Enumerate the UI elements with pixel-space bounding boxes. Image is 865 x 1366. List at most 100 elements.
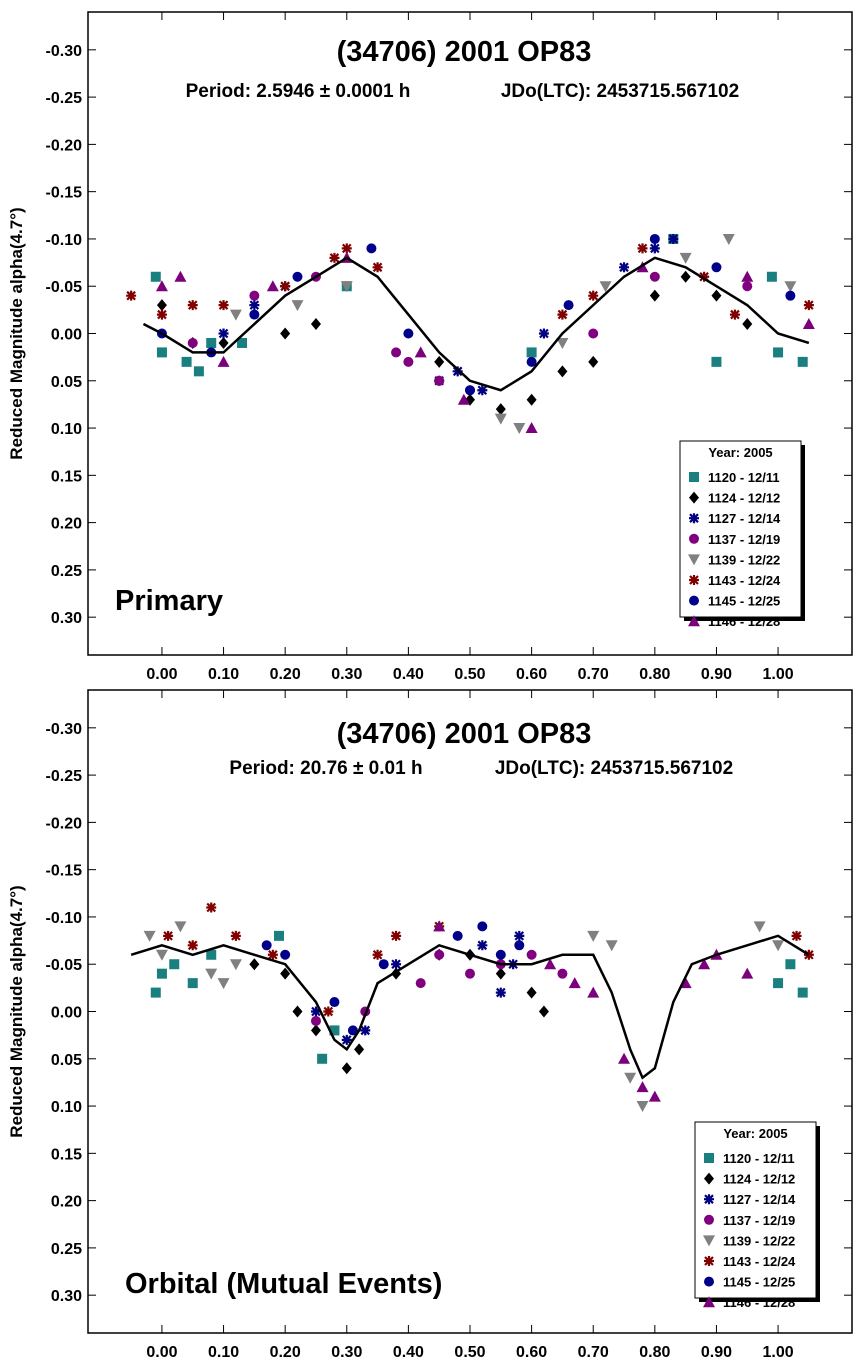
x-tick-label: 0.70: [578, 1344, 609, 1361]
chart-title: (34706) 2001 OP83: [337, 36, 592, 68]
marker-circle: [495, 949, 506, 960]
marker-asterisk: [538, 328, 549, 339]
x-tick-label: 0.90: [701, 1344, 732, 1361]
y-tick-label: 0.15: [51, 468, 82, 485]
marker-asterisk: [218, 328, 229, 339]
y-tick-label: -0.05: [46, 957, 83, 974]
y-tick-label: 0.25: [51, 1241, 82, 1258]
marker-asterisk: [619, 262, 630, 273]
marker-circle: [557, 968, 568, 979]
marker-triangle: [605, 940, 618, 952]
marker-triangle: [457, 393, 470, 405]
marker-triangle: [698, 958, 711, 970]
marker-circle: [689, 595, 699, 606]
marker-circle: [452, 930, 463, 941]
marker-asterisk: [391, 930, 402, 941]
x-tick-label: 0.80: [639, 666, 670, 683]
marker-triangle: [544, 958, 557, 970]
marker-circle: [280, 949, 291, 960]
y-tick-label: -0.10: [46, 232, 83, 249]
marker-triangle: [624, 1072, 637, 1084]
marker-circle: [689, 533, 699, 544]
marker-square: [711, 356, 722, 367]
marker-circle: [329, 997, 340, 1008]
x-tick-label: 0.20: [270, 666, 301, 683]
marker-triangle: [217, 978, 230, 990]
marker-triangle: [494, 413, 507, 425]
marker-asterisk: [372, 262, 383, 273]
subtitle-period: Period: 2.5946 ± 0.0001 h: [186, 81, 411, 102]
marker-asterisk: [452, 366, 463, 377]
legend-label: 1143 - 12/24: [723, 1254, 796, 1269]
marker-square: [766, 271, 777, 282]
marker-circle: [526, 356, 537, 367]
x-tick-label: 0.10: [208, 666, 239, 683]
marker-diamond: [742, 318, 753, 331]
marker-square: [150, 987, 161, 998]
marker-triangle: [229, 309, 242, 321]
marker-diamond: [292, 1005, 303, 1018]
marker-square: [156, 347, 167, 358]
marker-circle: [514, 940, 525, 951]
subtitle-epoch: JDo(LTC): 2453715.567102: [495, 758, 733, 779]
marker-asterisk: [126, 290, 137, 301]
marker-circle: [261, 940, 272, 951]
y-tick-label: 0.30: [51, 610, 82, 627]
marker-diamond: [341, 1062, 352, 1075]
marker-triangle: [266, 280, 279, 292]
marker-diamond: [280, 327, 291, 340]
marker-circle: [434, 949, 445, 960]
legend-label: 1146 - 12/28: [723, 1295, 795, 1310]
subtitle-epoch: JDo(LTC): 2453715.567102: [501, 81, 739, 102]
marker-triangle: [703, 1296, 715, 1308]
marker-diamond: [354, 1043, 365, 1056]
legend-label: 1124 - 12/12: [723, 1172, 795, 1187]
marker-diamond: [434, 355, 445, 368]
marker-asterisk: [218, 300, 229, 311]
marker-asterisk: [156, 309, 167, 320]
y-tick-label: 0.20: [51, 516, 82, 533]
marker-diamond: [538, 1005, 549, 1018]
legend-label: 1120 - 12/11: [708, 470, 780, 485]
legend-label: 1145 - 12/25: [708, 594, 780, 609]
marker-triangle: [688, 615, 700, 627]
marker-square: [181, 356, 192, 367]
x-tick-label: 0.60: [516, 1344, 547, 1361]
marker-triangle: [291, 300, 304, 312]
y-tick-label: 0.25: [51, 563, 82, 580]
marker-triangle: [229, 959, 242, 971]
marker-circle: [391, 347, 402, 358]
marker-square: [329, 1025, 340, 1036]
marker-diamond: [249, 958, 260, 971]
marker-square: [797, 356, 808, 367]
fit-curve: [130, 934, 810, 1080]
marker-circle: [366, 243, 377, 254]
marker-square: [317, 1053, 328, 1064]
marker-asterisk: [704, 1194, 714, 1205]
marker-asterisk: [230, 930, 241, 941]
marker-asterisk: [557, 309, 568, 320]
marker-triangle: [772, 940, 785, 952]
marker-asterisk: [391, 959, 402, 970]
marker-triangle: [587, 930, 600, 942]
marker-asterisk: [249, 300, 260, 311]
marker-asterisk: [329, 252, 340, 263]
marker-square: [169, 959, 180, 970]
marker-square: [773, 978, 784, 989]
marker-asterisk: [803, 300, 814, 311]
marker-asterisk: [729, 309, 740, 320]
marker-triangle: [525, 422, 538, 434]
y-tick-label: 0.30: [51, 1288, 82, 1305]
x-tick-label: 0.70: [578, 666, 609, 683]
y-axis-label: Reduced Magnitude alpha(4.7°): [7, 207, 26, 459]
marker-square: [156, 968, 167, 979]
x-tick-label: 0.20: [270, 1344, 301, 1361]
marker-triangle: [636, 1101, 649, 1113]
marker-asterisk: [323, 1006, 334, 1017]
legend-title: Year: 2005: [708, 445, 772, 460]
marker-triangle: [143, 930, 156, 942]
marker-circle: [403, 328, 414, 339]
marker-square: [689, 472, 699, 482]
marker-triangle: [205, 968, 218, 980]
y-tick-label: -0.05: [46, 279, 83, 296]
